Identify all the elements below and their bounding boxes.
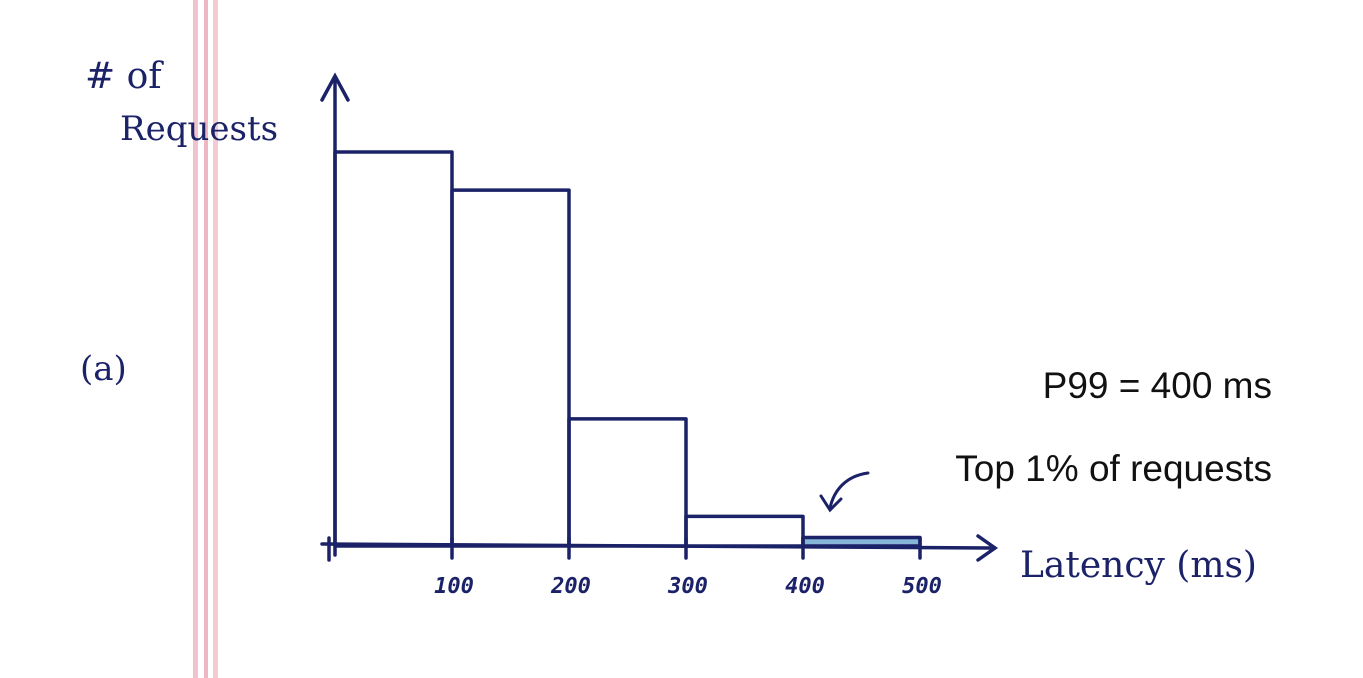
x-tick-label: 500 — [902, 574, 942, 599]
margin-line-2 — [204, 0, 208, 678]
pointer-arrow — [828, 471, 870, 510]
x-tick-label: 400 — [785, 574, 825, 599]
margin-line-1 — [193, 0, 198, 678]
x-axis-label: Latency (ms) — [1020, 545, 1257, 586]
y-axis-label-line2: Requests — [120, 109, 278, 149]
histogram-bar — [333, 150, 454, 548]
x-tick-label: 200 — [550, 574, 591, 599]
p99-annotation: P99 = 400 ms — [1043, 365, 1272, 406]
bars-layer — [333, 150, 922, 548]
y-axis-arrow — [320, 72, 350, 102]
x-axis-arrow — [976, 534, 999, 562]
panel-label: (a) — [80, 349, 127, 389]
margin-line-3 — [213, 0, 218, 678]
histogram-bar-highlighted — [801, 535, 922, 548]
top-percent-annotation: Top 1% of requests — [955, 448, 1272, 489]
pointer-arrowhead — [819, 494, 843, 513]
x-tick-label: 300 — [667, 574, 708, 599]
histogram-bar — [567, 417, 688, 548]
histogram-bar — [684, 514, 805, 548]
y-axis-label-line1: # of — [85, 56, 164, 97]
x-tick-label: 100 — [434, 574, 474, 599]
ticks-layer: 100 200 300 400 500 — [327, 536, 942, 599]
histogram-bar — [450, 188, 571, 548]
